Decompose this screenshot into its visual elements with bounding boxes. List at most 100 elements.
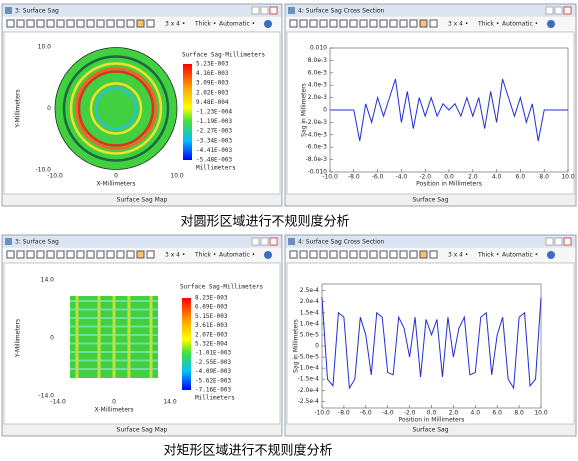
toolbar-button[interactable] <box>359 19 368 28</box>
y-tick-label: 0.010 <box>310 45 327 52</box>
toolbar-button[interactable] <box>116 250 125 259</box>
toolbar-button[interactable] <box>409 250 418 259</box>
toolbar-button[interactable] <box>16 19 25 28</box>
toolbar-button[interactable] <box>76 19 85 28</box>
toolbar-button[interactable] <box>66 19 75 28</box>
toolbar-button[interactable] <box>16 250 25 259</box>
toolbar-button[interactable] <box>329 250 338 259</box>
toolbar-dropdown[interactable]: Automatic • <box>502 21 538 28</box>
toolbar-dropdown[interactable]: Automatic • <box>219 252 255 259</box>
help-button[interactable] <box>264 251 272 259</box>
window-button[interactable] <box>545 237 554 246</box>
window-button[interactable] <box>554 237 563 246</box>
toolbar-button[interactable] <box>369 19 378 28</box>
y-tick-label: 6.0e-3 <box>308 69 327 76</box>
window-button[interactable] <box>554 6 563 15</box>
map-title: Surface Sag-Millimeters <box>182 52 265 59</box>
toolbar-dropdown[interactable]: 3 x 4 • <box>448 21 468 28</box>
toolbar-button[interactable] <box>46 19 55 28</box>
toolbar-button[interactable] <box>389 19 398 28</box>
toolbar-button[interactable] <box>46 250 55 259</box>
toolbar-dropdown[interactable]: Thick • <box>477 21 499 28</box>
toolbar-button[interactable] <box>329 19 338 28</box>
toolbar-button[interactable] <box>349 250 358 259</box>
toolbar-button[interactable] <box>96 19 105 28</box>
toolbar-dropdown[interactable]: Automatic • <box>219 21 255 28</box>
toolbar-button[interactable] <box>66 250 75 259</box>
toolbar-button[interactable] <box>36 19 45 28</box>
toolbar-button[interactable] <box>289 19 298 28</box>
toolbar-button[interactable] <box>76 250 85 259</box>
toolbar-button[interactable] <box>36 250 45 259</box>
window-button[interactable] <box>563 237 572 246</box>
colorbar-label: 5.23E-003 <box>196 61 229 68</box>
window-button[interactable] <box>269 6 278 15</box>
toolbar-button[interactable] <box>339 19 348 28</box>
toolbar-button[interactable] <box>106 19 115 28</box>
sag-band <box>112 296 116 378</box>
toolbar-button[interactable] <box>369 250 378 259</box>
toolbar-button[interactable] <box>56 250 65 259</box>
toolbar-button[interactable] <box>319 250 328 259</box>
toolbar-button[interactable] <box>299 19 308 28</box>
toolbar-button[interactable] <box>146 250 155 259</box>
toolbar-button[interactable] <box>379 19 388 28</box>
y-tick-label: -1.0e-4 <box>298 365 320 372</box>
window-button[interactable] <box>563 6 572 15</box>
toolbar-button[interactable] <box>289 250 298 259</box>
toolbar-button[interactable] <box>126 250 135 259</box>
toolbar-dropdown[interactable]: Automatic • <box>502 252 538 259</box>
toolbar-button[interactable] <box>146 19 155 28</box>
window-button[interactable] <box>545 6 554 15</box>
toolbar-button[interactable] <box>56 19 65 28</box>
window-button[interactable] <box>260 237 269 246</box>
toolbar-button[interactable] <box>419 250 428 259</box>
toolbar-dropdown[interactable]: Thick • <box>477 252 499 259</box>
toolbar-button[interactable] <box>26 250 35 259</box>
toolbar-button[interactable] <box>389 250 398 259</box>
toolbar-button[interactable] <box>309 250 318 259</box>
toolbar-dropdown[interactable]: 3 x 4 • <box>448 252 468 259</box>
toolbar-button[interactable] <box>86 19 95 28</box>
toolbar-button[interactable] <box>6 250 15 259</box>
window-button[interactable] <box>269 237 278 246</box>
window-button[interactable] <box>251 237 260 246</box>
toolbar-button[interactable] <box>86 250 95 259</box>
toolbar-button[interactable] <box>319 19 328 28</box>
toolbar-button[interactable] <box>136 19 145 28</box>
toolbar-button[interactable] <box>349 19 358 28</box>
window-icon <box>288 7 295 14</box>
toolbar-button[interactable] <box>409 19 418 28</box>
toolbar-button[interactable] <box>6 19 15 28</box>
toolbar-button[interactable] <box>126 19 135 28</box>
toolbar-dropdown[interactable]: 3 x 4 • <box>165 252 185 259</box>
toolbar-dropdown[interactable]: Thick • <box>194 252 216 259</box>
toolbar-button[interactable] <box>429 250 438 259</box>
toolbar-button[interactable] <box>379 250 388 259</box>
toolbar-button[interactable] <box>429 19 438 28</box>
toolbar-button[interactable] <box>419 19 428 28</box>
toolbar-button[interactable] <box>116 19 125 28</box>
toolbar-button[interactable] <box>399 19 408 28</box>
toolbar-button[interactable] <box>359 250 368 259</box>
toolbar-button[interactable] <box>96 250 105 259</box>
help-button[interactable] <box>264 20 272 28</box>
title-bar <box>285 4 576 17</box>
x-tick-label: 4.0 <box>471 410 481 417</box>
toolbar-button[interactable] <box>136 250 145 259</box>
x-axis-label: Position in Millimeters <box>399 417 465 424</box>
help-button[interactable] <box>547 20 555 28</box>
window-button[interactable] <box>251 6 260 15</box>
window-button[interactable] <box>260 6 269 15</box>
toolbar-dropdown[interactable]: Thick • <box>194 21 216 28</box>
toolbar-button[interactable] <box>309 19 318 28</box>
toolbar-button[interactable] <box>106 250 115 259</box>
toolbar-button[interactable] <box>299 250 308 259</box>
colorbar-label: 5.15E-003 <box>195 313 228 320</box>
toolbar-button[interactable] <box>339 250 348 259</box>
help-button[interactable] <box>547 251 555 259</box>
toolbar-button[interactable] <box>26 19 35 28</box>
toolbar-dropdown[interactable]: 3 x 4 • <box>165 21 185 28</box>
toolbar-button[interactable] <box>399 250 408 259</box>
